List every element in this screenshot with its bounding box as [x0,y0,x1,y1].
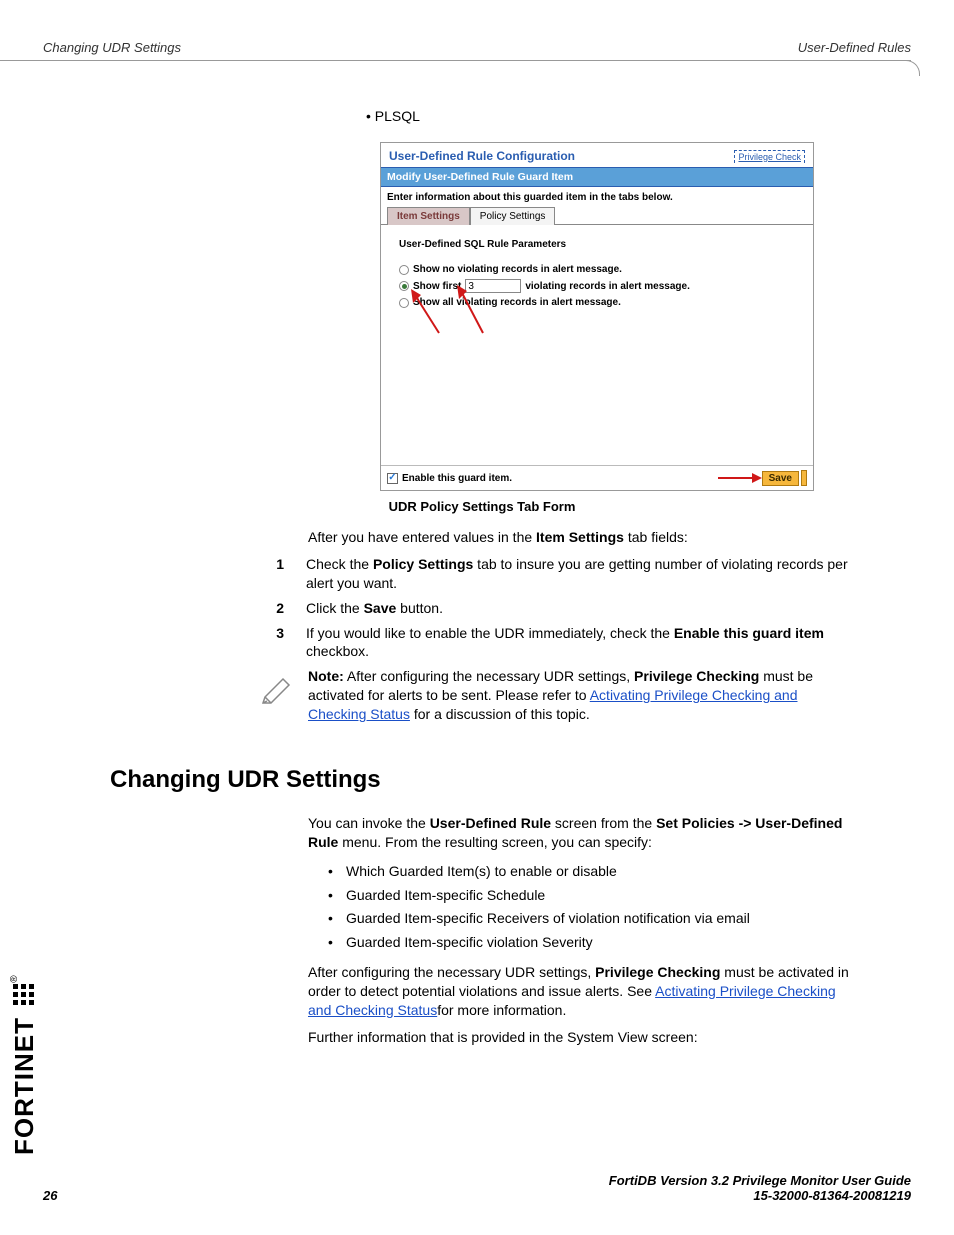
page-content: • PLSQL User-Defined Rule Configuration … [110,108,854,1055]
list-item-1: Which Guarded Item(s) to enable or disab… [346,860,617,884]
tab-item-settings[interactable]: Item Settings [387,207,470,225]
enable-guard-checkbox[interactable]: ✓ [387,473,398,484]
step-3: 3 If you would like to enable the UDR im… [270,624,854,662]
radio-row-first: Show first violating records in alert me… [399,279,801,293]
list-item-2: Guarded Item-specific Schedule [346,884,545,908]
para-further-info: Further information that is provided in … [308,1028,854,1047]
figure-caption: UDR Policy Settings Tab Form [110,499,854,514]
radio-row-none: Show no violating records in alert messa… [399,264,801,275]
radio-all[interactable] [399,298,409,308]
radio-first-post: violating records in alert message. [525,281,690,292]
note-icon [260,667,296,724]
mock-footer: ✓ Enable this guard item. Save [381,465,813,490]
mock-section-bar: Modify User-Defined Rule Guard Item [381,167,813,187]
step-3-num: 3 [270,624,284,662]
header-right: User-Defined Rules [798,40,911,55]
para-after-values: After you have entered values in the Ite… [308,528,854,547]
list-item-3: Guarded Item-specific Receivers of viola… [346,907,750,931]
save-button[interactable]: Save [762,471,799,486]
mock-title-row: User-Defined Rule Configuration Privileg… [381,143,813,167]
privilege-check-link[interactable]: Privilege Check [734,150,805,163]
step-3-text: If you would like to enable the UDR imme… [306,624,854,662]
para-after-pre: After you have entered values in the [308,529,536,545]
header-left: Changing UDR Settings [43,40,181,55]
numbered-steps: 1 Check the Policy Settings tab to insur… [270,555,854,661]
list-item: •Guarded Item-specific Receivers of viol… [328,907,854,931]
page-header: Changing UDR Settings User-Defined Rules [43,40,911,55]
step-2-text: Click the Save button. [306,599,854,618]
step-1: 1 Check the Policy Settings tab to insur… [270,555,854,593]
list-item: •Guarded Item-specific Schedule [328,884,854,908]
mock-tabs: Item Settings Policy Settings [381,206,813,225]
radio-row-all: Show all violating records in alert mess… [399,297,801,308]
para-priv-checking: After configuring the necessary UDR sett… [308,963,854,1020]
feature-list: •Which Guarded Item(s) to enable or disa… [328,860,854,955]
para-after-bold: Item Settings [536,529,624,545]
mock-instruction: Enter information about this guarded ite… [381,187,813,206]
note-text: Note: After configuring the necessary UD… [308,667,854,724]
annotation-arrow-2 [451,285,491,339]
mock-title: User-Defined Rule Configuration [389,149,575,163]
enable-guard-label: Enable this guard item. [402,473,512,484]
radio-all-label: Show all violating records in alert mess… [413,297,621,308]
fortinet-logo: FORTINET ® [9,974,40,1155]
page-footer: 26 FortiDB Version 3.2 Privilege Monitor… [43,1173,911,1203]
intro-para: You can invoke the User-Defined Rule scr… [308,814,854,852]
footer-title: FortiDB Version 3.2 Privilege Monitor Us… [609,1173,911,1188]
mock-section-title: User-Defined SQL Rule Parameters [399,239,801,250]
step-1-num: 1 [270,555,284,593]
save-wrap: Save [716,470,807,486]
udr-config-mock: User-Defined Rule Configuration Privileg… [380,142,814,491]
tab-policy-settings[interactable]: Policy Settings [470,207,556,225]
radio-none[interactable] [399,265,409,275]
mock-body: User-Defined SQL Rule Parameters Show no… [381,225,813,465]
first-count-input[interactable] [465,279,521,293]
page-number: 26 [43,1188,57,1203]
save-handle[interactable] [801,470,807,486]
list-item: •Guarded Item-specific violation Severit… [328,931,854,955]
step-1-text: Check the Policy Settings tab to insure … [306,555,854,593]
header-curve [904,60,920,76]
enable-guard-checkbox-row: ✓ Enable this guard item. [387,473,512,484]
radio-first[interactable] [399,281,409,291]
footer-docid: 15-32000-81364-20081219 [753,1188,911,1203]
annotation-arrow-save [716,471,762,485]
para-after-post: tab fields: [624,529,688,545]
list-item-4: Guarded Item-specific violation Severity [346,931,593,955]
footer-right: FortiDB Version 3.2 Privilege Monitor Us… [609,1173,911,1203]
step-2-num: 2 [270,599,284,618]
list-item: •Which Guarded Item(s) to enable or disa… [328,860,854,884]
brand-text: FORTINET [9,1017,39,1155]
note-block: Note: After configuring the necessary UD… [260,667,854,724]
header-rule [0,60,911,61]
radio-first-pre: Show first [413,281,461,292]
bullet-plsql: • PLSQL [366,108,854,124]
brand-dots-icon [13,983,35,1005]
heading-changing-udr: Changing UDR Settings [110,766,854,794]
step-2: 2 Click the Save button. [270,599,854,618]
radio-none-label: Show no violating records in alert messa… [413,264,622,275]
